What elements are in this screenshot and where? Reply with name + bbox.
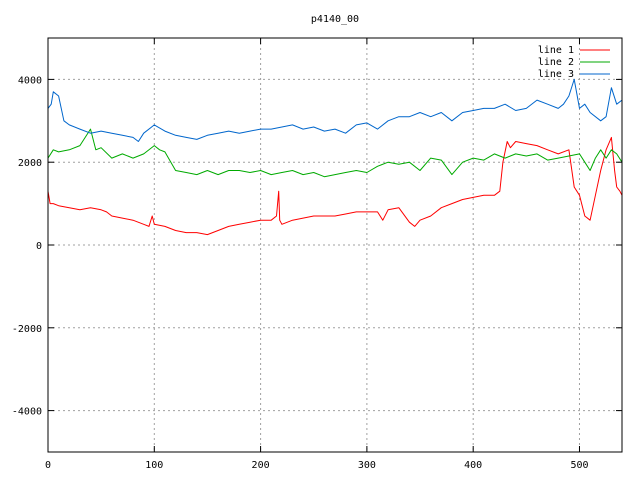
x-tick-label: 200 <box>252 460 270 471</box>
y-tick-label: 4000 <box>18 75 42 86</box>
y-tick-label: 2000 <box>18 158 42 169</box>
y-tick-label: -2000 <box>12 324 42 335</box>
y-tick-label: 0 <box>36 241 42 252</box>
x-tick-label: 500 <box>570 460 588 471</box>
series-line-2 <box>47 128 623 178</box>
legend-label-1: line 1 <box>538 45 574 56</box>
series-line-1 <box>47 136 623 236</box>
x-tick-label: 100 <box>145 460 163 471</box>
legend-label-3: line 3 <box>538 69 574 80</box>
series-line-3 <box>47 78 623 142</box>
series-group <box>47 78 623 236</box>
x-tick-label: 0 <box>45 460 51 471</box>
chart-title: p4140_00 <box>311 14 359 25</box>
legend-label-2: line 2 <box>538 57 574 68</box>
y-tick-label: -4000 <box>12 407 42 418</box>
ticks: 0 100 200 300 400 500 -4000 -2000 0 2000 4000 <box>12 38 622 471</box>
grid <box>48 38 622 452</box>
x-tick-label: 300 <box>358 460 376 471</box>
x-tick-label: 400 <box>464 460 482 471</box>
